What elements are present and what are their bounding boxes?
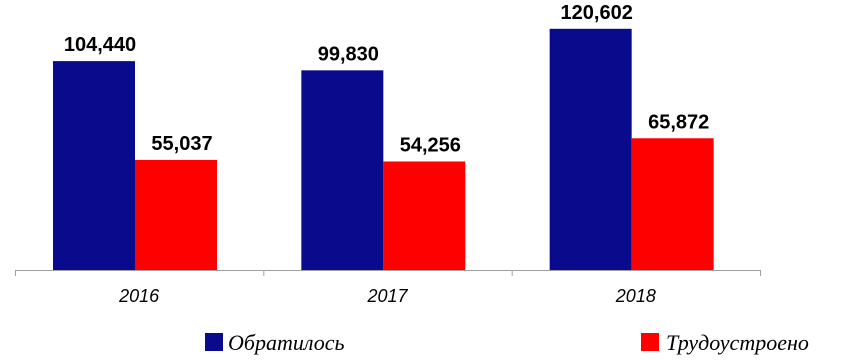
data-label-employed-2018: 65,872 bbox=[648, 111, 709, 133]
legend-swatch-employed bbox=[641, 333, 659, 351]
data-label-employed-2017: 54,256 bbox=[400, 134, 461, 156]
legend: Обратилось Трудоустроено bbox=[205, 330, 809, 355]
x-tick-label-2017: 2017 bbox=[366, 286, 408, 306]
legend-label-employed: Трудоустроено bbox=[666, 330, 809, 355]
x-axis-tick-labels: 2016 2017 2018 bbox=[118, 286, 656, 306]
bar-employed-2017 bbox=[383, 161, 466, 270]
bar-applied-2017 bbox=[301, 70, 384, 270]
bar-employed-2018 bbox=[631, 138, 714, 270]
bar-applied-2018 bbox=[549, 28, 632, 270]
data-label-employed-2016: 55,037 bbox=[151, 133, 212, 155]
x-tick-label-2018: 2018 bbox=[615, 286, 656, 306]
x-tick-label-2016: 2016 bbox=[118, 286, 160, 306]
bar-employed-2016 bbox=[135, 159, 217, 270]
bars-group bbox=[53, 28, 714, 271]
x-axis-ticks bbox=[15, 270, 761, 276]
legend-label-applied: Обратилось bbox=[228, 330, 344, 355]
data-label-applied-2018: 120,602 bbox=[561, 2, 633, 24]
bar-applied-2016 bbox=[53, 61, 135, 271]
value-labels-group: 104,440 55,037 99,830 54,256 120,602 65,872 bbox=[64, 2, 709, 157]
data-label-applied-2016: 104,440 bbox=[64, 34, 136, 56]
data-label-applied-2017: 99,830 bbox=[318, 43, 379, 65]
legend-swatch-applied bbox=[205, 333, 223, 351]
